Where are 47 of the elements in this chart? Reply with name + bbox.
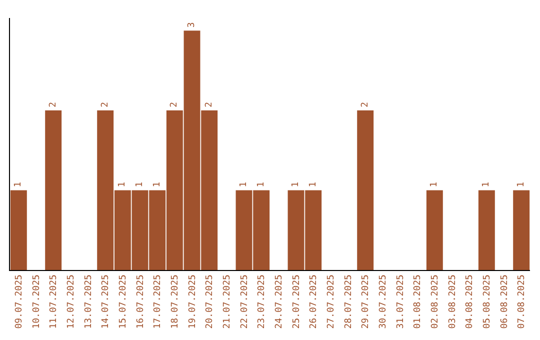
- x-tick-label: 22.07.2025: [240, 274, 250, 329]
- x-tick-label: 29.07.2025: [361, 274, 372, 329]
- x-tick-label: 04.08.2025: [465, 274, 476, 329]
- x-tick-label: 07.08.2025: [517, 274, 528, 329]
- x-tick-label: 10.07.2025: [32, 274, 42, 329]
- data-label: 2: [360, 102, 370, 108]
- x-tick-label: 17.07.2025: [153, 274, 164, 329]
- data-label: 1: [239, 182, 249, 188]
- x-tick-label: 23.07.2025: [257, 274, 268, 329]
- data-label: 1: [14, 182, 24, 188]
- x-tick-label: 26.07.2025: [309, 274, 320, 329]
- x-tick-label: 31.07.2025: [396, 274, 406, 329]
- x-tick-label: 01.08.2025: [413, 274, 424, 329]
- x-tick-label: 28.07.2025: [344, 274, 354, 329]
- x-tick-label: 03.08.2025: [448, 274, 458, 329]
- data-label: 1: [152, 182, 162, 188]
- x-tick-label: 15.07.2025: [118, 274, 129, 329]
- x-tick-label: 27.07.2025: [326, 274, 337, 329]
- data-label: 1: [118, 182, 128, 188]
- data-label: 1: [516, 182, 526, 188]
- x-tick-label: 25.07.2025: [292, 274, 302, 329]
- x-tick-label: 30.07.2025: [378, 274, 389, 329]
- data-label: 1: [430, 182, 440, 188]
- x-tick-label: 16.07.2025: [136, 274, 146, 329]
- data-label: 1: [482, 182, 492, 188]
- x-tick-label: 12.07.2025: [66, 274, 77, 329]
- x-tick-label: 21.07.2025: [222, 274, 233, 329]
- x-tick-label: 20.07.2025: [205, 274, 216, 329]
- data-label: 1: [308, 182, 318, 188]
- data-label: 2: [204, 102, 214, 108]
- data-label: 1: [256, 182, 266, 188]
- data-label: 2: [48, 102, 58, 108]
- x-tick-label: 19.07.2025: [188, 274, 198, 329]
- data-label: 2: [170, 102, 180, 108]
- data-label: 2: [100, 102, 110, 108]
- x-tick-label: 11.07.2025: [49, 274, 60, 329]
- data-label: 1: [135, 182, 145, 188]
- data-label: 1: [291, 182, 301, 188]
- data-label: 3: [187, 22, 197, 28]
- x-tick-label: 02.08.2025: [430, 274, 441, 329]
- x-tick-label: 06.08.2025: [500, 274, 510, 329]
- x-tick-label: 18.07.2025: [170, 274, 181, 329]
- x-tick-label: 05.08.2025: [482, 274, 493, 329]
- x-tick-label: 09.07.2025: [14, 274, 25, 329]
- x-tick-label: 14.07.2025: [101, 274, 112, 329]
- x-tick-label: 13.07.2025: [84, 274, 94, 329]
- x-tick-label: 24.07.2025: [274, 274, 285, 329]
